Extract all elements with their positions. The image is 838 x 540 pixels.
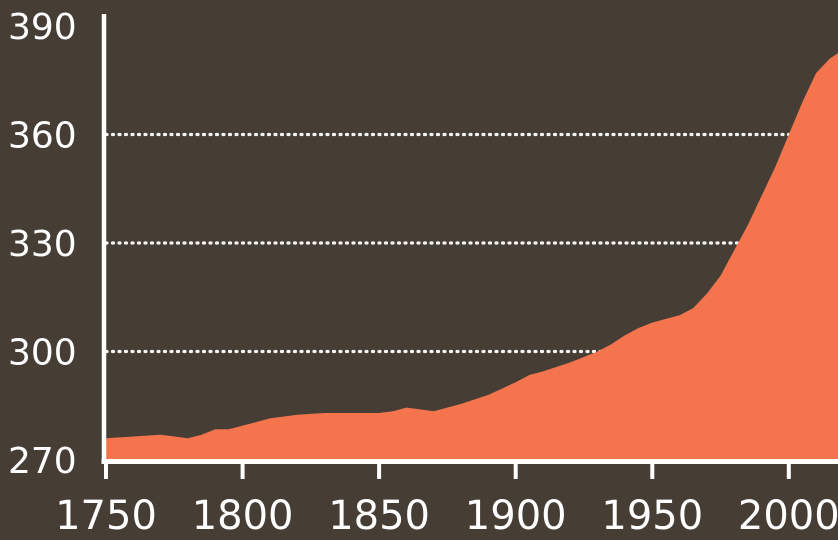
y-tick-label-360: 360 xyxy=(8,116,77,157)
x-tick-label-1850: 1850 xyxy=(328,493,430,539)
x-tick-label-1950: 1950 xyxy=(601,493,703,539)
x-tick-label-1900: 1900 xyxy=(465,493,567,539)
y-tick-label-270: 270 xyxy=(8,441,77,482)
data-area-series xyxy=(106,53,838,460)
x-tick-label-1800: 1800 xyxy=(192,493,294,539)
y-tick-label-330: 330 xyxy=(8,224,77,265)
x-tick-label-2000: 2000 xyxy=(738,493,838,539)
y-tick-label-390: 390 xyxy=(8,7,77,48)
x-tick-label-1750: 1750 xyxy=(55,493,157,539)
y-tick-label-300: 300 xyxy=(8,333,77,374)
